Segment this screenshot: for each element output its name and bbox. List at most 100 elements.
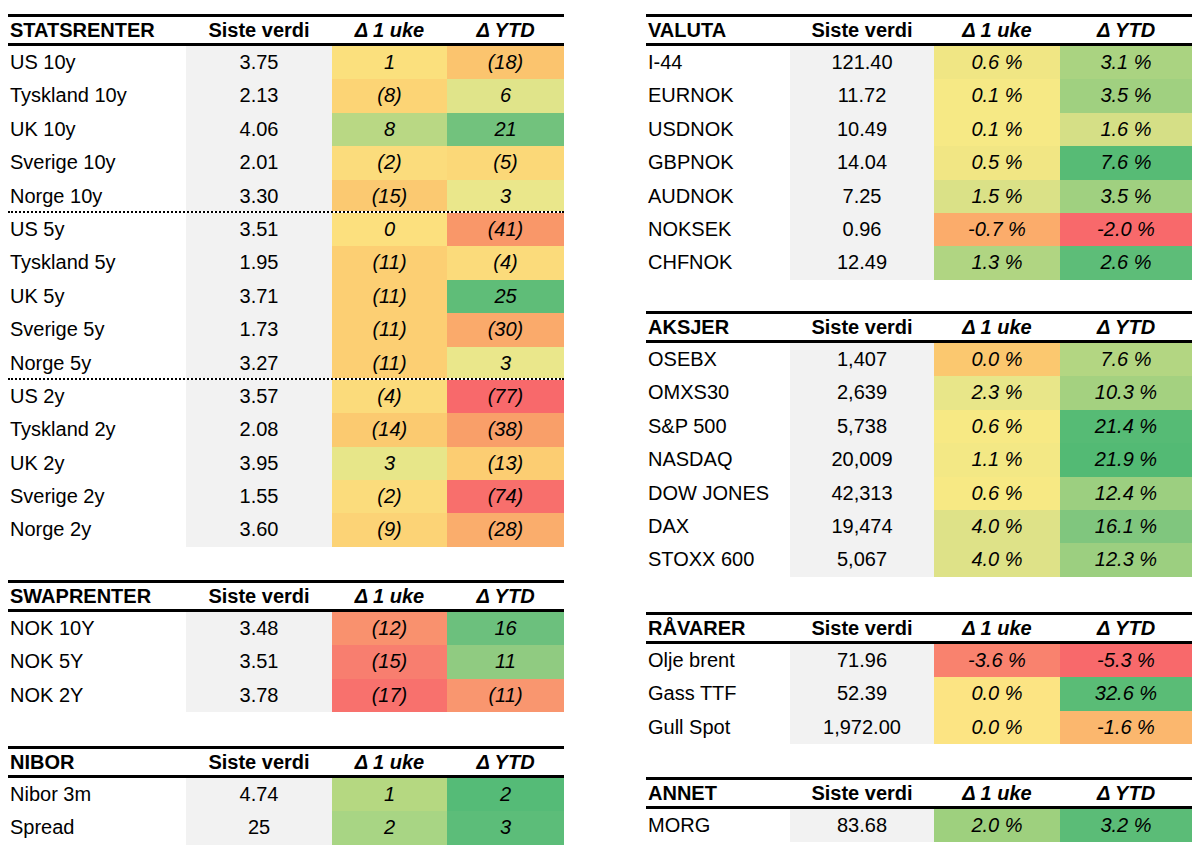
row-value: 3.27 — [186, 347, 332, 378]
row-value: 1.95 — [186, 246, 332, 279]
row-ytd-change: (18) — [447, 46, 564, 79]
table-row: US 5y3.510(41) — [8, 213, 564, 246]
row-ytd-change: (13) — [447, 447, 564, 480]
row-name: Tyskland 10y — [8, 79, 186, 112]
row-value: 121.40 — [790, 46, 934, 79]
row-name: Tyskland 2y — [8, 413, 186, 446]
col-header-ytd: Δ YTD — [447, 17, 564, 43]
table-row: Gass TTF52.390.0 %32.6 % — [646, 677, 1192, 710]
row-name: Nibor 3m — [8, 778, 186, 811]
table-row: Norge 5y3.27(11)3 — [8, 347, 564, 380]
row-name: USDNOK — [646, 113, 790, 146]
row-week-change: 4.0 % — [934, 510, 1060, 543]
row-value: 1.55 — [186, 480, 332, 513]
row-week-change: 1 — [332, 778, 447, 811]
row-name: Gull Spot — [646, 711, 790, 744]
row-value: 2.01 — [186, 146, 332, 179]
row-week-change: 1 — [332, 46, 447, 79]
col-header-week: Δ 1 uke — [332, 583, 447, 609]
market-overview-dashboard: STATSRENTERSiste verdiΔ 1 ukeΔ YTDUS 10y… — [0, 0, 1199, 859]
row-name: Sverige 5y — [8, 313, 186, 346]
col-header-ytd: Δ YTD — [1060, 780, 1192, 806]
table-row: Spread2523 — [8, 811, 564, 844]
row-ytd-change: (30) — [447, 313, 564, 346]
table-title: STATSRENTER — [8, 17, 186, 43]
row-name: MORG — [646, 809, 790, 842]
table-title: VALUTA — [646, 17, 790, 43]
row-value: 5,738 — [790, 410, 934, 443]
row-ytd-change: 11 — [447, 645, 564, 678]
row-week-change: 1.5 % — [934, 180, 1060, 213]
table-row: UK 2y3.953(13) — [8, 447, 564, 480]
table-row: Sverige 10y2.01(2)(5) — [8, 146, 564, 179]
table-row: CHFNOK12.491.3 %2.6 % — [646, 246, 1192, 279]
table-header-annet: ANNETSiste verdiΔ 1 ukeΔ YTD — [646, 777, 1192, 809]
row-ytd-change: 32.6 % — [1060, 677, 1192, 710]
table-row: Nibor 3m4.7412 — [8, 778, 564, 811]
row-value: 1,407 — [790, 343, 934, 376]
row-ytd-change: (74) — [447, 480, 564, 513]
row-ytd-change: 3 — [447, 180, 564, 211]
row-value: 14.04 — [790, 146, 934, 179]
row-week-change: 8 — [332, 113, 447, 146]
table-row: Norge 2y3.60(9)(28) — [8, 513, 564, 546]
table-header-aksjer: AKSJERSiste verdiΔ 1 ukeΔ YTD — [646, 311, 1192, 343]
row-week-change: 0.0 % — [934, 677, 1060, 710]
row-week-change: (11) — [332, 246, 447, 279]
row-week-change: (8) — [332, 79, 447, 112]
row-week-change: (11) — [332, 280, 447, 313]
table-row: NOK 2Y3.78(17)(11) — [8, 679, 564, 712]
row-value: 25 — [186, 811, 332, 844]
row-name: AUDNOK — [646, 180, 790, 213]
row-ytd-change: 25 — [447, 280, 564, 313]
table-row: I-44121.400.6 %3.1 % — [646, 46, 1192, 79]
row-value: 3.51 — [186, 213, 332, 246]
row-name: US 10y — [8, 46, 186, 79]
row-ytd-change: 3 — [447, 347, 564, 378]
row-ytd-change: 12.4 % — [1060, 477, 1192, 510]
row-ytd-change: -1.6 % — [1060, 711, 1192, 744]
row-value: 10.49 — [790, 113, 934, 146]
row-week-change: 0.5 % — [934, 146, 1060, 179]
table-header-statsrenter: STATSRENTERSiste verdiΔ 1 ukeΔ YTD — [8, 14, 564, 46]
table-title: RÅVARER — [646, 615, 790, 641]
row-value: 4.74 — [186, 778, 332, 811]
col-header-value: Siste verdi — [790, 615, 934, 641]
table-row: MORG83.682.0 %3.2 % — [646, 809, 1192, 842]
row-value: 20,009 — [790, 443, 934, 476]
row-value: 2.13 — [186, 79, 332, 112]
row-week-change: (11) — [332, 313, 447, 346]
table-row: UK 5y3.71(11)25 — [8, 280, 564, 313]
col-header-ytd: Δ YTD — [447, 749, 564, 775]
row-name: Sverige 2y — [8, 480, 186, 513]
row-week-change: 0.0 % — [934, 343, 1060, 376]
row-value: 0.96 — [790, 213, 934, 246]
table-row: Sverige 2y1.55(2)(74) — [8, 480, 564, 513]
table-row: Norge 10y3.30(15)3 — [8, 180, 564, 213]
table-header-swaprenter: SWAPRENTERSiste verdiΔ 1 ukeΔ YTD — [8, 580, 564, 612]
row-week-change: (17) — [332, 679, 447, 712]
row-value: 5,067 — [790, 543, 934, 576]
table-annet: ANNETSiste verdiΔ 1 ukeΔ YTDMORG83.682.0… — [646, 777, 1192, 842]
row-week-change: 0.6 % — [934, 410, 1060, 443]
table-row: NOKSEK0.96-0.7 %-2.0 % — [646, 213, 1192, 246]
row-week-change: 0.0 % — [934, 711, 1060, 744]
table-row: Tyskland 10y2.13(8)6 — [8, 79, 564, 112]
row-ytd-change: 3 — [447, 811, 564, 844]
row-week-change: (2) — [332, 480, 447, 513]
row-name: Tyskland 5y — [8, 246, 186, 279]
row-name: Norge 2y — [8, 513, 186, 546]
row-ytd-change: (38) — [447, 413, 564, 446]
table-title: ANNET — [646, 780, 790, 806]
row-week-change: (4) — [332, 380, 447, 413]
row-week-change: (11) — [332, 347, 447, 378]
row-value: 4.06 — [186, 113, 332, 146]
table-title: NIBOR — [8, 749, 186, 775]
row-ytd-change: (41) — [447, 213, 564, 246]
row-name: CHFNOK — [646, 246, 790, 279]
table-row: GBPNOK14.040.5 %7.6 % — [646, 146, 1192, 179]
row-week-change: (12) — [332, 612, 447, 645]
table-row: Tyskland 2y2.08(14)(38) — [8, 413, 564, 446]
row-ytd-change: 21 — [447, 113, 564, 146]
table-row: NOK 5Y3.51(15)11 — [8, 645, 564, 678]
